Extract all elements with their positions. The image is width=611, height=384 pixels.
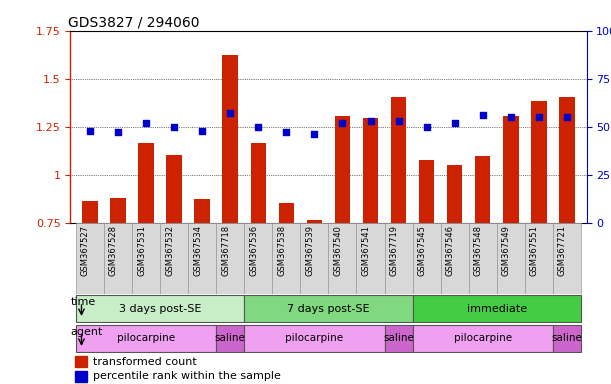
Bar [384, 223, 412, 294]
Bar [188, 223, 216, 294]
Point [197, 127, 207, 134]
Bar [329, 223, 356, 294]
Bar [138, 143, 154, 223]
Bar [160, 223, 188, 294]
Bar [216, 325, 244, 352]
Bar [419, 161, 434, 223]
Bar [166, 155, 182, 223]
Bar [441, 223, 469, 294]
Text: GSM367527: GSM367527 [81, 225, 90, 276]
Point [282, 129, 291, 136]
Bar [216, 223, 244, 294]
Text: GSM367541: GSM367541 [362, 225, 370, 276]
Bar [384, 325, 412, 352]
Bar [194, 199, 210, 223]
Bar [503, 116, 519, 223]
Bar [82, 201, 98, 223]
Bar [244, 295, 412, 322]
Text: GSM367548: GSM367548 [474, 225, 483, 276]
Bar [251, 143, 266, 223]
Text: saline: saline [215, 333, 246, 344]
Bar [559, 97, 574, 223]
Bar [301, 223, 329, 294]
Bar [76, 295, 244, 322]
Text: GSM367719: GSM367719 [390, 225, 398, 276]
Text: 7 days post-SE: 7 days post-SE [287, 303, 370, 314]
Text: GSM367721: GSM367721 [558, 225, 567, 276]
Bar [76, 325, 216, 352]
Text: GSM367538: GSM367538 [277, 225, 287, 276]
Bar [273, 223, 301, 294]
Point [85, 127, 95, 134]
Text: GSM367551: GSM367551 [530, 225, 539, 276]
Bar [469, 223, 497, 294]
Bar [412, 295, 581, 322]
Text: GSM367540: GSM367540 [334, 225, 342, 276]
Point [562, 114, 572, 120]
Point [450, 120, 459, 126]
Text: percentile rank within the sample: percentile rank within the sample [93, 371, 282, 381]
Point [254, 124, 263, 130]
Bar [132, 223, 160, 294]
Point [478, 112, 488, 118]
Point [113, 129, 123, 136]
Text: GSM367534: GSM367534 [193, 225, 202, 276]
Bar [553, 223, 581, 294]
Text: GSM367549: GSM367549 [502, 225, 511, 276]
Bar [76, 223, 104, 294]
Bar [356, 223, 384, 294]
Point [310, 131, 320, 137]
Text: time: time [71, 297, 96, 307]
Point [506, 114, 516, 120]
Bar [75, 356, 87, 367]
Text: saline: saline [552, 333, 582, 344]
Bar [279, 203, 294, 223]
Point [365, 118, 375, 124]
Bar [525, 223, 553, 294]
Bar [553, 325, 581, 352]
Bar [412, 325, 553, 352]
Text: saline: saline [383, 333, 414, 344]
Text: GSM367531: GSM367531 [137, 225, 146, 276]
Text: GSM367546: GSM367546 [445, 225, 455, 276]
Text: GSM367539: GSM367539 [306, 225, 315, 276]
Bar [244, 325, 384, 352]
Point [422, 124, 431, 130]
Text: GDS3827 / 294060: GDS3827 / 294060 [68, 16, 199, 30]
Bar [335, 116, 350, 223]
Bar [497, 223, 525, 294]
Text: GSM367718: GSM367718 [221, 225, 230, 276]
Text: immediate: immediate [467, 303, 527, 314]
Bar [110, 198, 126, 223]
Bar [363, 118, 378, 223]
Point [141, 120, 151, 126]
Bar [391, 97, 406, 223]
Point [393, 118, 403, 124]
Bar [244, 223, 273, 294]
Bar [222, 55, 238, 223]
Point [337, 120, 347, 126]
Text: pilocarpine: pilocarpine [454, 333, 512, 344]
Bar [307, 220, 322, 223]
Text: GSM367536: GSM367536 [249, 225, 258, 276]
Bar [104, 223, 132, 294]
Point [534, 114, 544, 120]
Text: pilocarpine: pilocarpine [117, 333, 175, 344]
Text: GSM367545: GSM367545 [418, 225, 426, 276]
Bar [447, 165, 463, 223]
Text: transformed count: transformed count [93, 357, 197, 367]
Bar [531, 101, 547, 223]
Text: GSM367532: GSM367532 [165, 225, 174, 276]
Text: 3 days post-SE: 3 days post-SE [119, 303, 201, 314]
Point [225, 110, 235, 116]
Bar [412, 223, 441, 294]
Bar [475, 157, 491, 223]
Text: agent: agent [71, 327, 103, 337]
Text: GSM367528: GSM367528 [109, 225, 118, 276]
Bar [75, 371, 87, 382]
Point [169, 124, 179, 130]
Text: pilocarpine: pilocarpine [285, 333, 343, 344]
